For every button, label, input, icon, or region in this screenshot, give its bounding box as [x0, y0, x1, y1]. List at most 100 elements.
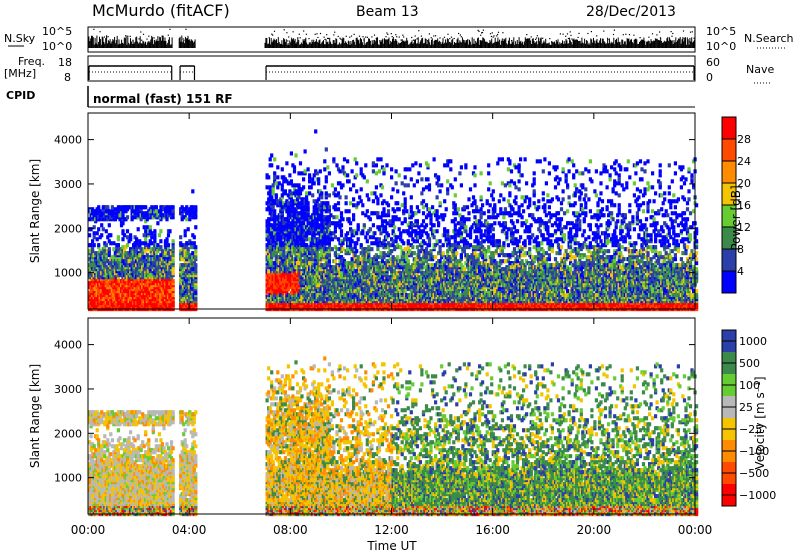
nsearch-dot	[659, 31, 660, 32]
heat-cell	[193, 235, 196, 239]
heat-cell	[273, 209, 276, 213]
power-heatmap	[88, 129, 698, 311]
heat-cell	[141, 251, 144, 255]
heat-cell	[108, 253, 111, 257]
heat-cell	[96, 231, 99, 235]
nsearch-dot	[338, 36, 339, 37]
nsearch-dot	[526, 34, 527, 35]
nsearch-dot	[537, 35, 538, 36]
heat-cell	[153, 233, 156, 237]
heat-cell	[194, 245, 197, 249]
nsearch-dot	[362, 36, 363, 37]
heat-cell	[159, 239, 162, 243]
nsearch-dot	[351, 36, 352, 37]
heat-cell	[129, 233, 132, 237]
nsearch-dot	[449, 38, 450, 39]
heat-cell	[284, 189, 287, 193]
station-title: McMurdo (fitACF)	[92, 1, 230, 20]
nsearch-dot	[591, 31, 592, 32]
heat-cell	[294, 183, 297, 187]
nsearch-dot	[568, 38, 569, 39]
heat-cell	[267, 175, 270, 179]
heat-cell	[143, 225, 146, 229]
heat-cell	[276, 175, 279, 179]
nsearch-dot	[334, 32, 335, 33]
nsearch-dot	[401, 40, 402, 41]
nsearch-dot	[454, 38, 455, 39]
heat-cell	[272, 191, 275, 195]
heat-cell	[300, 171, 303, 175]
heat-cell	[172, 253, 175, 257]
heat-cell	[266, 185, 269, 189]
heat-cell	[272, 187, 275, 191]
nsearch-dot	[391, 33, 392, 34]
heat-cell	[155, 205, 158, 209]
heat-cell	[90, 243, 93, 247]
freq-tick-top: 18	[58, 56, 72, 69]
nsearch-dot	[570, 35, 571, 36]
heat-cell	[297, 183, 300, 187]
heat-cell	[269, 217, 272, 221]
nsearch-dot	[169, 29, 170, 30]
nsearch-dot	[104, 36, 105, 37]
heat-cell	[126, 215, 129, 219]
heat-cell	[172, 205, 175, 209]
heat-cell	[112, 241, 115, 245]
heat-cell	[126, 243, 129, 247]
nsearch-dot	[354, 34, 355, 35]
nsearch-dot	[614, 30, 615, 31]
nsearch-dot	[399, 37, 400, 38]
heat-cell	[297, 201, 300, 205]
heat-cell	[299, 257, 302, 261]
heat-cell	[270, 195, 273, 199]
heat-cell	[105, 229, 108, 233]
heat-cell	[155, 209, 158, 213]
nsearch-dot	[387, 34, 388, 35]
nsearch-dot	[483, 30, 484, 31]
nsearch-tick-bottom: 10^0	[706, 40, 736, 53]
nsky-strip: N.Sky 10^5 10^0 10^5 10^0 N.Search	[4, 25, 794, 53]
heat-cell	[109, 233, 112, 237]
nsearch-dot	[603, 31, 604, 32]
nsearch-dot	[396, 36, 397, 37]
nsearch-dot	[141, 40, 142, 41]
nsearch-dot	[535, 39, 536, 40]
heat-cell	[121, 213, 124, 217]
nsearch-dot	[567, 33, 568, 34]
nsearch-dot	[326, 34, 327, 35]
heat-cell	[302, 185, 305, 189]
nsearch-dot	[328, 38, 329, 39]
heat-cell	[179, 235, 182, 239]
heat-cell	[269, 157, 272, 161]
heat-cell	[94, 251, 97, 255]
beam-title: Beam 13	[356, 4, 419, 20]
nsearch-dot	[168, 35, 169, 36]
heat-cell	[114, 211, 117, 215]
heat-cell	[167, 233, 170, 237]
heat-cell	[118, 257, 121, 261]
heat-cell	[140, 217, 143, 221]
date-title: 28/Dec/2013	[586, 4, 676, 20]
nsearch-tick-top: 10^5	[706, 25, 736, 38]
nsearch-dot	[411, 37, 412, 38]
heat-cell	[299, 191, 302, 195]
heat-cell	[100, 211, 103, 215]
heat-cell	[191, 189, 194, 193]
heat-cell	[100, 251, 103, 255]
heat-cell	[288, 173, 291, 177]
heat-cell	[290, 199, 293, 203]
nsearch-dot	[333, 34, 334, 35]
heat-cell	[109, 241, 112, 245]
heat-cell	[168, 229, 171, 233]
heat-cell	[144, 237, 147, 241]
heat-cell	[185, 205, 188, 209]
nsearch-dot	[154, 37, 155, 38]
heat-cell	[128, 259, 131, 263]
nsearch-dot	[300, 37, 301, 38]
heat-cell	[187, 251, 190, 255]
nave-tick-bottom: 0	[706, 71, 713, 84]
heat-cell	[150, 241, 153, 245]
heat-cell	[276, 185, 279, 189]
heat-cell	[141, 211, 144, 215]
nsearch-dot	[578, 33, 579, 34]
